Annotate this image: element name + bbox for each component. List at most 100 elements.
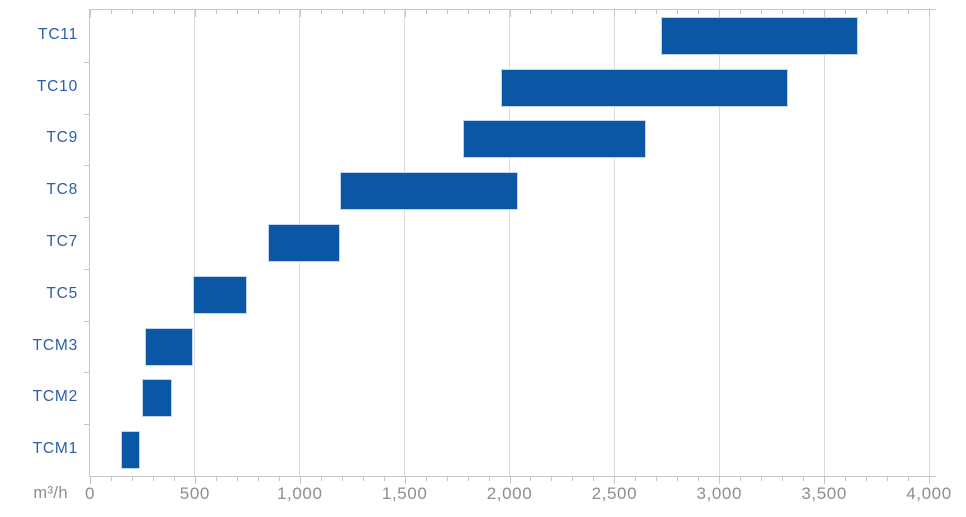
x-tick-top <box>740 10 742 14</box>
x-tick-top <box>782 10 784 14</box>
x-tick-top <box>131 10 133 14</box>
x-tick-bottom <box>782 477 784 481</box>
x-tick-bottom <box>362 477 364 481</box>
x-tick-bottom <box>278 477 280 481</box>
range-bar-tc5 <box>192 275 248 314</box>
x-tick-bottom <box>572 477 574 481</box>
x-tick-label: 500 <box>179 484 210 503</box>
x-axis-line <box>89 476 936 477</box>
x-tick-bottom <box>845 477 847 481</box>
x-tick-bottom <box>131 477 133 481</box>
x-tick-bottom <box>320 477 322 481</box>
x-tick-top <box>425 10 427 14</box>
x-tick-top <box>530 10 532 14</box>
x-tick-bottom <box>194 477 196 484</box>
x-tick-top <box>488 10 490 14</box>
x-tick-top <box>845 10 847 14</box>
category-label-tc8: TC8 <box>46 181 78 199</box>
x-tick-top <box>90 10 91 17</box>
x-tick-top <box>110 10 112 14</box>
x-tick-bottom <box>383 477 385 481</box>
x-tick-label: 1,000 <box>276 484 323 503</box>
x-tick-bottom <box>236 477 238 481</box>
x-tick-top <box>824 10 826 17</box>
x-tick-top <box>404 10 406 17</box>
range-bar-tc11 <box>660 16 858 55</box>
y-axis-boundary-tick <box>84 113 90 115</box>
category-label-tcm3: TCM3 <box>32 336 78 354</box>
x-tick-bottom <box>446 477 448 481</box>
x-tick-bottom <box>215 477 217 481</box>
x-tick-bottom <box>90 477 91 484</box>
x-gridline <box>823 10 825 476</box>
x-tick-top <box>677 10 679 14</box>
x-gridline <box>194 10 196 476</box>
x-tick-label: 2,500 <box>591 484 638 503</box>
x-tick-top <box>446 10 448 14</box>
x-tick-top <box>236 10 238 14</box>
x-tick-top <box>719 10 721 17</box>
x-tick-top <box>383 10 385 14</box>
y-axis-boundary-tick <box>84 217 90 219</box>
category-label-tc9: TC9 <box>46 129 78 147</box>
plot-top-border <box>89 9 936 10</box>
x-tick-top <box>572 10 574 14</box>
x-tick-bottom <box>740 477 742 481</box>
x-tick-top <box>803 10 805 14</box>
x-tick-bottom <box>299 477 301 484</box>
x-tick-bottom <box>698 477 700 481</box>
x-gridline <box>928 10 930 476</box>
x-tick-bottom <box>341 477 343 481</box>
x-tick-label: 3,000 <box>696 484 743 503</box>
x-tick-bottom <box>656 477 658 481</box>
x-tick-bottom <box>551 477 553 481</box>
x-tick-bottom <box>152 477 154 481</box>
x-tick-label: 4,000 <box>906 484 952 503</box>
x-tick-label: 0 <box>84 484 96 503</box>
x-tick-bottom <box>887 477 889 481</box>
range-bar-tcm1 <box>121 431 141 470</box>
y-axis-boundary-tick <box>84 165 90 167</box>
x-tick-top <box>278 10 280 14</box>
x-tick-bottom <box>908 477 910 481</box>
x-tick-top <box>656 10 658 14</box>
x-tick-top <box>152 10 154 14</box>
x-tick-bottom <box>110 477 112 481</box>
y-axis-boundary-tick <box>84 424 90 426</box>
x-tick-top <box>509 10 511 17</box>
x-tick-top <box>761 10 763 14</box>
x-tick-bottom <box>173 477 175 481</box>
x-tick-bottom <box>488 477 490 481</box>
x-gridline <box>509 10 510 476</box>
category-label-tc7: TC7 <box>46 233 78 250</box>
category-label-tc5: TC5 <box>46 284 78 302</box>
x-tick-bottom <box>677 477 679 481</box>
x-tick-top <box>551 10 553 14</box>
range-bar-tc7 <box>268 224 340 262</box>
range-bar-tcm2 <box>142 379 172 418</box>
x-tick-top <box>215 10 217 14</box>
x-tick-bottom <box>719 477 721 484</box>
x-tick-top <box>887 10 889 14</box>
x-tick-bottom <box>803 477 805 481</box>
x-tick-bottom <box>593 477 595 481</box>
y-axis-line <box>89 10 90 477</box>
category-label-tc10: TC10 <box>36 77 78 95</box>
x-tick-bottom <box>257 477 259 481</box>
x-axis-unit-label: m³/h <box>33 484 68 502</box>
range-bar-tcm3 <box>144 327 193 366</box>
x-tick-bottom <box>530 477 532 481</box>
category-label-tc11: TC11 <box>38 25 78 43</box>
x-tick-top <box>362 10 364 14</box>
x-tick-top <box>467 10 469 14</box>
y-axis-boundary-tick <box>84 320 90 322</box>
x-tick-bottom <box>467 477 469 481</box>
y-axis-boundary-tick <box>84 268 90 270</box>
category-label-tcm2: TCM2 <box>32 388 78 406</box>
x-tick-label: 3,500 <box>801 484 847 503</box>
x-tick-top <box>635 10 637 14</box>
x-tick-bottom <box>824 477 826 484</box>
x-tick-top <box>908 10 910 14</box>
x-gridline <box>404 10 406 476</box>
